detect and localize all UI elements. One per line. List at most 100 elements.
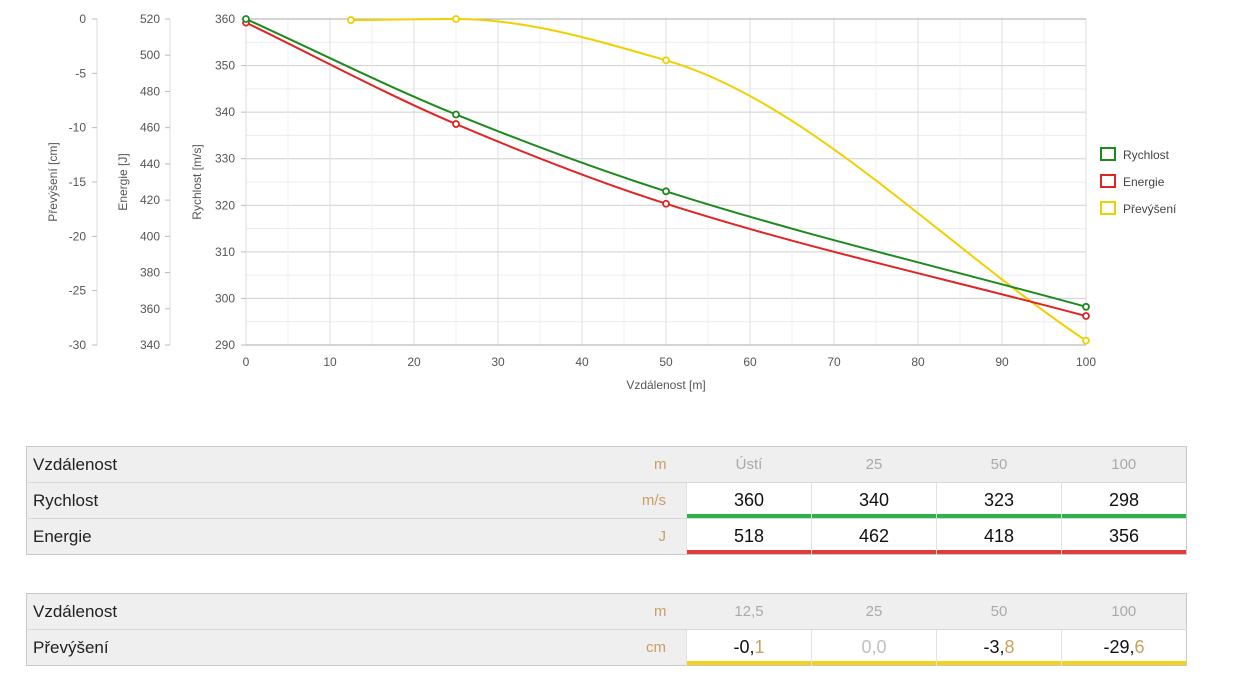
series-line-rych bbox=[245, 18, 1087, 308]
y-tick-label-energ: 520 bbox=[140, 12, 160, 26]
drop-cell: -0,1 bbox=[686, 629, 812, 666]
legend-label-rych: Rychlost bbox=[1123, 148, 1170, 162]
y-tick-label-prev: -15 bbox=[69, 175, 87, 189]
table-row-distance: Vzdálenost m 12,5 25 50 100 bbox=[27, 594, 1187, 630]
y-axis-title-rych: Rychlost [m/s] bbox=[190, 144, 204, 219]
y-tick-label-energ: 500 bbox=[140, 48, 160, 62]
table-row-energy: Energie J 518 462 418 356 bbox=[26, 518, 1187, 555]
distance-cell: Ústí bbox=[735, 456, 763, 473]
y-tick-label-rych: 330 bbox=[215, 152, 235, 166]
x-tick-label: 10 bbox=[323, 355, 337, 369]
y-tick-label-energ: 420 bbox=[140, 193, 160, 207]
drop-int: -3, bbox=[983, 637, 1005, 657]
drop-frac: 8 bbox=[1004, 637, 1015, 657]
y-tick-label-rych: 300 bbox=[215, 291, 235, 305]
distance-cell: 100 bbox=[1111, 456, 1137, 473]
drop-frac: 1 bbox=[754, 637, 765, 657]
data-point-prev bbox=[452, 15, 460, 23]
row-label: Vzdálenost bbox=[33, 601, 118, 621]
x-tick-label: 60 bbox=[743, 355, 757, 369]
y-tick-label-energ: 340 bbox=[140, 338, 160, 352]
data-point-prev bbox=[347, 16, 355, 24]
legend-label-prev: Převýšení bbox=[1123, 202, 1177, 216]
y-tick-label-prev: -25 bbox=[69, 284, 87, 298]
y-tick-label-energ: 440 bbox=[140, 157, 160, 171]
velocity-cell: 323 bbox=[936, 482, 1062, 519]
x-tick-label: 100 bbox=[1076, 355, 1096, 369]
y-tick-label-rych: 340 bbox=[215, 105, 235, 119]
velocity-cell: 360 bbox=[686, 482, 812, 519]
y-tick-label-prev: -20 bbox=[69, 229, 87, 243]
y-tick-label-energ: 360 bbox=[140, 302, 160, 316]
data-point-rych bbox=[662, 187, 670, 196]
x-tick-label: 40 bbox=[575, 355, 589, 369]
velocity-cell: 340 bbox=[811, 482, 937, 519]
distance-cell: 12,5 bbox=[734, 603, 764, 620]
y-tick-label-prev: -10 bbox=[69, 121, 87, 135]
table-row-velocity: Rychlost m/s 360 340 323 298 bbox=[26, 482, 1187, 519]
data-point-energ bbox=[1082, 312, 1090, 320]
y-tick-label-energ: 480 bbox=[140, 84, 160, 98]
data-point-rych bbox=[242, 15, 250, 23]
y-tick-label-energ: 460 bbox=[140, 121, 160, 135]
row-unit: m/s bbox=[576, 482, 687, 519]
energy-cell: 418 bbox=[936, 518, 1062, 555]
legend-swatch-rych bbox=[1100, 147, 1116, 161]
distance-cell: 50 bbox=[990, 603, 1008, 620]
drop-cell: -3,8 bbox=[936, 629, 1062, 666]
drop-cell: 0,0 bbox=[811, 629, 937, 666]
x-tick-label: 80 bbox=[911, 355, 925, 369]
x-tick-label: 90 bbox=[995, 355, 1009, 369]
row-unit: J bbox=[576, 518, 687, 555]
x-tick-label: 0 bbox=[243, 355, 250, 369]
data-point-prev bbox=[1082, 336, 1090, 345]
series-line-prev bbox=[350, 17, 1087, 342]
energy-cell: 518 bbox=[686, 518, 812, 555]
x-axis-title: Vzdálenost [m] bbox=[626, 378, 705, 392]
y-tick-label-rych: 310 bbox=[215, 245, 235, 259]
y-tick-label-rych: 350 bbox=[215, 59, 235, 73]
row-label: Vzdálenost bbox=[33, 454, 118, 474]
distance-cell: 25 bbox=[865, 456, 883, 473]
drop-int: -0, bbox=[733, 637, 755, 657]
y-axis-title-prev: Převýšení [cm] bbox=[46, 142, 60, 221]
y-tick-label-prev: -5 bbox=[75, 66, 86, 80]
legend-label-energ: Energie bbox=[1123, 175, 1165, 189]
y-tick-label-prev: -30 bbox=[69, 338, 87, 352]
distance-cell: 50 bbox=[990, 456, 1008, 473]
data-point-energ bbox=[662, 199, 670, 208]
x-tick-label: 70 bbox=[827, 355, 841, 369]
table-velocity-energy: Vzdálenost m Ústí 25 50 100 Rychlost m/s… bbox=[26, 446, 1187, 555]
data-point-energ bbox=[452, 120, 460, 128]
energy-cell: 356 bbox=[1061, 518, 1187, 555]
table-row-drop: Převýšení cm -0,1 0,0 -3,8 -29,6 bbox=[26, 629, 1187, 666]
energy-cell: 462 bbox=[811, 518, 937, 555]
row-unit: m bbox=[654, 603, 667, 620]
row-label: Rychlost bbox=[26, 482, 577, 519]
y-tick-label-energ: 400 bbox=[140, 229, 160, 243]
data-point-prev bbox=[662, 56, 670, 65]
series-line-energ bbox=[245, 21, 1087, 317]
y-tick-label-energ: 380 bbox=[140, 266, 160, 280]
data-point-rych bbox=[1082, 302, 1090, 311]
distance-cell: 25 bbox=[865, 603, 883, 620]
legend-swatch-prev bbox=[1100, 201, 1116, 215]
table-row-distance: Vzdálenost m Ústí 25 50 100 bbox=[27, 447, 1187, 483]
y-axis-title-energ: Energie [J] bbox=[116, 153, 130, 210]
table-drop: Vzdálenost m 12,5 25 50 100 Převýšení cm… bbox=[26, 593, 1187, 666]
row-label: Energie bbox=[26, 518, 577, 555]
y-tick-label-rych: 290 bbox=[215, 338, 235, 352]
x-tick-label: 50 bbox=[659, 355, 673, 369]
drop-cell: -29,6 bbox=[1061, 629, 1187, 666]
x-tick-label: 20 bbox=[407, 355, 421, 369]
drop-int: 0, bbox=[861, 637, 877, 657]
y-tick-label-prev: 0 bbox=[79, 12, 86, 26]
y-tick-label-rych: 360 bbox=[215, 12, 235, 26]
row-label: Převýšení bbox=[26, 629, 577, 666]
y-tick-label-rych: 320 bbox=[215, 198, 235, 212]
drop-frac: 6 bbox=[1134, 637, 1145, 657]
legend-swatch-energ bbox=[1100, 174, 1116, 188]
drop-int: -29, bbox=[1103, 637, 1135, 657]
ballistics-chart: 0 10 20 30 40 50 60 70 80 90 100 Vzdálenost [m] 0 -5 -… bbox=[46, 12, 1177, 392]
x-tick-label: 30 bbox=[491, 355, 505, 369]
